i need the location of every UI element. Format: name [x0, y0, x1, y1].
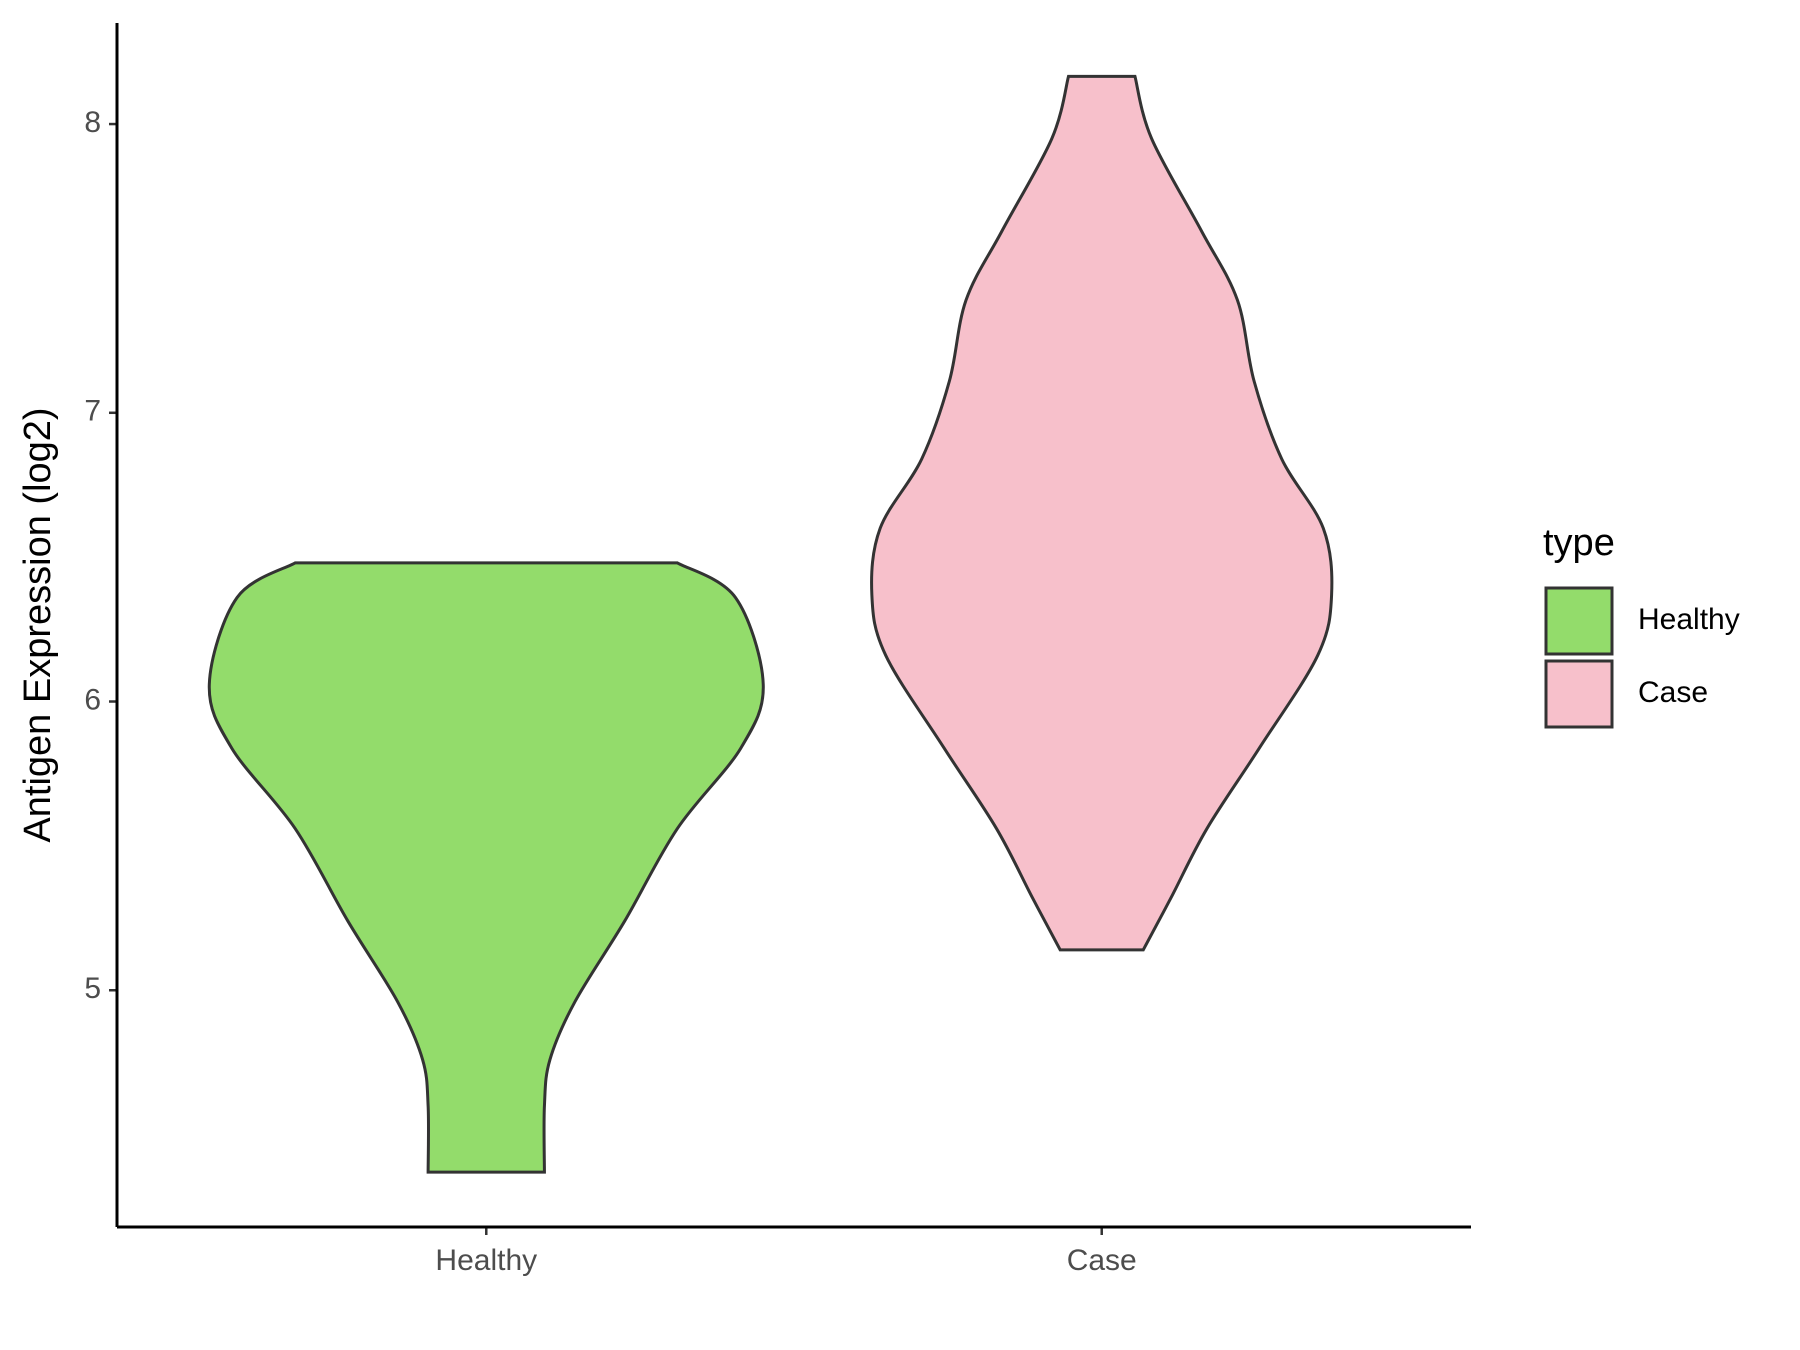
y-tick-label: 8 [84, 106, 101, 139]
y-tick-label: 6 [84, 683, 101, 716]
x-tick-label: Healthy [435, 1244, 537, 1277]
legend-title: type [1543, 522, 1615, 564]
violin [207, 561, 765, 1174]
legend-label: Case [1638, 676, 1708, 709]
legend-key [1544, 586, 1614, 656]
y-tick-label: 7 [84, 395, 101, 428]
y-axis-title: Antigen Expression (log2) [17, 407, 59, 842]
x-tick-label: Case [1067, 1244, 1137, 1277]
legend-key [1544, 659, 1614, 729]
violin [870, 74, 1334, 952]
y-tick-label: 5 [84, 972, 101, 1005]
legend-label: Healthy [1638, 603, 1740, 636]
